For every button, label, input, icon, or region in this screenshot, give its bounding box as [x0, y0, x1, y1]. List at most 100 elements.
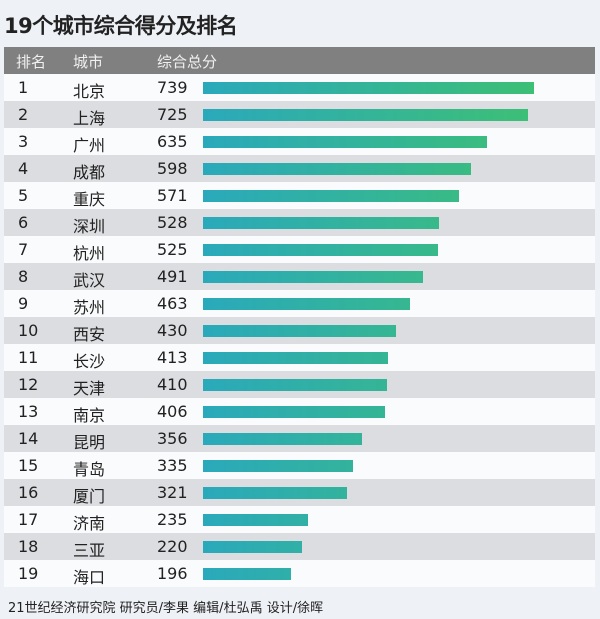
rank-label: 19: [18, 564, 39, 583]
score-label: 220: [157, 537, 188, 556]
table-row: 14 昆明 356: [4, 425, 595, 452]
bar: [203, 514, 309, 526]
city-label: 济南: [73, 514, 106, 533]
bar: [203, 271, 423, 283]
bar: [203, 487, 347, 499]
city-label: 昆明: [73, 433, 106, 452]
header-score: 综合总分: [157, 53, 218, 71]
table-row: 8 武汉 491: [4, 263, 595, 290]
city-label: 西安: [73, 325, 106, 344]
rank-label: 8: [18, 267, 29, 286]
rank-label: 5: [18, 186, 29, 205]
score-label: 413: [157, 348, 188, 367]
chart-title: 19个城市综合得分及排名: [4, 14, 238, 38]
rank-label: 6: [18, 213, 29, 232]
score-label: 430: [157, 321, 188, 340]
rank-label: 10: [18, 321, 39, 340]
score-label: 598: [157, 159, 188, 178]
credits-footer: 21世纪经济研究院 研究员/李果 编辑/杜弘禹 设计/徐晖: [8, 601, 324, 616]
rank-label: 14: [18, 429, 39, 448]
score-label: 410: [157, 375, 188, 394]
table-row: 17 济南 235: [4, 506, 595, 533]
score-label: 525: [157, 240, 188, 259]
city-label: 天津: [73, 379, 106, 398]
city-label: 青岛: [73, 460, 106, 479]
score-label: 571: [157, 186, 188, 205]
city-label: 北京: [73, 82, 106, 101]
table-row: 12 天津 410: [4, 371, 595, 398]
city-label: 成都: [73, 163, 106, 182]
score-label: 635: [157, 132, 188, 151]
table-row: 3 广州 635: [4, 128, 595, 155]
rank-label: 1: [18, 78, 29, 97]
bar: [203, 136, 488, 148]
city-label: 深圳: [73, 217, 106, 236]
table-row: 11 长沙 413: [4, 344, 595, 371]
rank-label: 3: [18, 132, 29, 151]
table-row: 4 成都 598: [4, 155, 595, 182]
rank-label: 2: [18, 105, 29, 124]
score-label: 528: [157, 213, 188, 232]
table-row: 16 厦门 321: [4, 479, 595, 506]
bar: [203, 568, 291, 580]
city-label: 苏州: [73, 298, 106, 317]
bar: [203, 217, 440, 229]
rank-label: 18: [18, 537, 39, 556]
city-label: 海口: [73, 568, 106, 587]
table-row: 6 深圳 528: [4, 209, 595, 236]
table-row: 18 三亚 220: [4, 533, 595, 560]
bar: [203, 325, 396, 337]
bar: [203, 379, 387, 391]
city-label: 广州: [73, 136, 106, 155]
rank-label: 4: [18, 159, 29, 178]
table-row: 1 北京 739: [4, 74, 595, 101]
bar: [203, 244, 439, 256]
city-label: 南京: [73, 406, 106, 425]
header-city: 城市: [73, 53, 104, 71]
table-row: 5 重庆 571: [4, 182, 595, 209]
city-label: 长沙: [73, 352, 106, 371]
bar: [203, 298, 411, 310]
score-label: 321: [157, 483, 188, 502]
table-row: 10 西安 430: [4, 317, 595, 344]
table-row: 19 海口 196: [4, 560, 595, 587]
rank-label: 9: [18, 294, 29, 313]
bar: [203, 352, 388, 364]
rank-label: 16: [18, 483, 39, 502]
table-row: 7 杭州 525: [4, 236, 595, 263]
rank-label: 7: [18, 240, 29, 259]
table-row: 13 南京 406: [4, 398, 595, 425]
bar: [203, 433, 363, 445]
score-label: 406: [157, 402, 188, 421]
bar: [203, 163, 471, 175]
rank-label: 13: [18, 402, 39, 421]
table-row: 15 青岛 335: [4, 452, 595, 479]
city-label: 上海: [73, 109, 106, 128]
bar: [203, 190, 459, 202]
bar: [203, 541, 302, 553]
bar: [203, 109, 528, 121]
rank-label: 12: [18, 375, 39, 394]
city-label: 杭州: [73, 244, 106, 263]
score-label: 356: [157, 429, 188, 448]
table-row: 9 苏州 463: [4, 290, 595, 317]
score-label: 491: [157, 267, 188, 286]
score-label: 739: [157, 78, 188, 97]
score-label: 725: [157, 105, 188, 124]
city-label: 重庆: [73, 190, 106, 209]
bar: [203, 406, 385, 418]
header-rank: 排名: [16, 53, 47, 71]
city-label: 三亚: [73, 541, 106, 560]
rank-label: 11: [18, 348, 39, 367]
table-row: 2 上海 725: [4, 101, 595, 128]
city-label: 武汉: [73, 271, 106, 290]
rank-label: 17: [18, 510, 39, 529]
city-label: 厦门: [73, 487, 106, 506]
table-header: 排名 城市 综合总分: [4, 47, 595, 74]
score-label: 235: [157, 510, 188, 529]
bar: [203, 460, 354, 472]
score-label: 463: [157, 294, 188, 313]
rank-label: 15: [18, 456, 39, 475]
bar: [203, 82, 534, 94]
score-label: 335: [157, 456, 188, 475]
